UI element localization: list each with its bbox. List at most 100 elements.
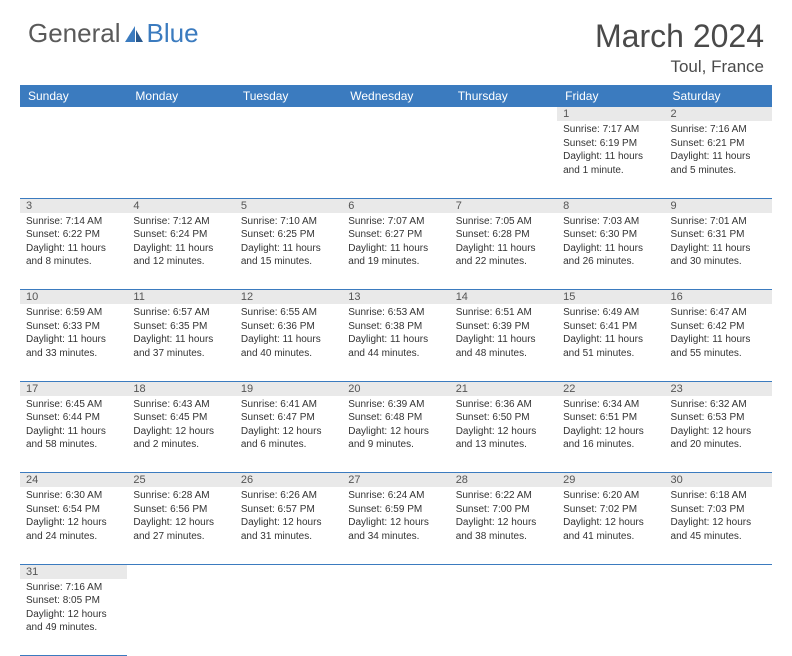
logo: General Blue: [28, 18, 199, 49]
daylight-text: Daylight: 12 hours and 34 minutes.: [348, 516, 443, 543]
day-number: 15: [557, 290, 664, 305]
daylight-text: Daylight: 11 hours and 19 minutes.: [348, 242, 443, 269]
day-cell: [342, 579, 449, 656]
day-cell: Sunrise: 6:57 AMSunset: 6:35 PMDaylight:…: [127, 304, 234, 381]
day-cell: Sunrise: 7:16 AMSunset: 6:21 PMDaylight:…: [665, 121, 772, 198]
day-number: 1: [557, 107, 664, 121]
weekday-header: Saturday: [665, 85, 772, 107]
daylight-text: Daylight: 11 hours and 1 minute.: [563, 150, 658, 177]
day-number: 17: [20, 381, 127, 396]
day-cell: [20, 121, 127, 198]
day-number: 28: [450, 473, 557, 488]
day-cell: Sunrise: 7:01 AMSunset: 6:31 PMDaylight:…: [665, 213, 772, 290]
day-cell: Sunrise: 6:32 AMSunset: 6:53 PMDaylight:…: [665, 396, 772, 473]
day-cell: [665, 579, 772, 656]
day-number: [20, 107, 127, 121]
day-number: 23: [665, 381, 772, 396]
sunrise-text: Sunrise: 6:30 AM: [26, 489, 121, 503]
day-cell: [557, 579, 664, 656]
sunrise-text: Sunrise: 6:55 AM: [241, 306, 336, 320]
day-cell: Sunrise: 6:49 AMSunset: 6:41 PMDaylight:…: [557, 304, 664, 381]
day-body-row: Sunrise: 7:16 AMSunset: 8:05 PMDaylight:…: [20, 579, 772, 656]
day-number: 7: [450, 198, 557, 213]
sunset-text: Sunset: 6:44 PM: [26, 411, 121, 425]
sunrise-text: Sunrise: 6:41 AM: [241, 398, 336, 412]
sunrise-text: Sunrise: 6:20 AM: [563, 489, 658, 503]
daylight-text: Daylight: 12 hours and 24 minutes.: [26, 516, 121, 543]
daylight-text: Daylight: 11 hours and 22 minutes.: [456, 242, 551, 269]
sunrise-text: Sunrise: 6:36 AM: [456, 398, 551, 412]
day-body-row: Sunrise: 6:45 AMSunset: 6:44 PM Daylight:…: [20, 396, 772, 473]
sunset-text: Sunset: 6:36 PM: [241, 320, 336, 334]
sunrise-text: Sunrise: 6:51 AM: [456, 306, 551, 320]
day-cell: Sunrise: 6:59 AMSunset: 6:33 PMDaylight:…: [20, 304, 127, 381]
sunset-text: Sunset: 7:03 PM: [671, 503, 766, 517]
day-cell: [235, 121, 342, 198]
daylight-text: Daylight: 12 hours and 20 minutes.: [671, 425, 766, 452]
day-number-row: 3456789: [20, 198, 772, 213]
weekday-header-row: SundayMondayTuesdayWednesdayThursdayFrid…: [20, 85, 772, 107]
logo-sail-icon: [121, 18, 147, 49]
day-number: 4: [127, 198, 234, 213]
day-number: 5: [235, 198, 342, 213]
sunrise-text: Sunrise: 7:03 AM: [563, 215, 658, 229]
sunset-text: Sunset: 6:50 PM: [456, 411, 551, 425]
day-number: [127, 107, 234, 121]
sunrise-text: Sunrise: 6:45 AM: [26, 398, 121, 412]
sunset-text: Sunset: 8:05 PM: [26, 594, 121, 608]
location: Toul, France: [595, 57, 764, 77]
day-cell: Sunrise: 6:36 AMSunset: 6:50 PMDaylight:…: [450, 396, 557, 473]
day-cell: Sunrise: 7:17 AMSunset: 6:19 PMDaylight:…: [557, 121, 664, 198]
day-cell: [127, 579, 234, 656]
title-block: March 2024 Toul, France: [595, 18, 764, 77]
day-cell: Sunrise: 6:43 AMSunset: 6:45 PMDaylight:…: [127, 396, 234, 473]
day-number: 27: [342, 473, 449, 488]
sunset-text: Sunset: 6:41 PM: [563, 320, 658, 334]
day-number: [342, 564, 449, 579]
sunset-text: Sunset: 6:59 PM: [348, 503, 443, 517]
daylight-text: Daylight: 12 hours and 6 minutes.: [241, 425, 336, 452]
day-number: 3: [20, 198, 127, 213]
sunset-text: Sunset: 6:54 PM: [26, 503, 121, 517]
sunset-text: Sunset: 6:53 PM: [671, 411, 766, 425]
day-cell: [450, 579, 557, 656]
day-number: [450, 107, 557, 121]
day-number: 8: [557, 198, 664, 213]
calendar-body: 12Sunrise: 7:17 AMSunset: 6:19 PMDayligh…: [20, 107, 772, 656]
day-number: 6: [342, 198, 449, 213]
sunset-text: Sunset: 6:47 PM: [241, 411, 336, 425]
day-number: 21: [450, 381, 557, 396]
sunset-text: Sunset: 6:35 PM: [133, 320, 228, 334]
day-cell: Sunrise: 6:51 AMSunset: 6:39 PMDaylight:…: [450, 304, 557, 381]
day-cell: Sunrise: 6:45 AMSunset: 6:44 PMDaylight:…: [20, 396, 127, 473]
sunrise-text: Sunrise: 6:49 AM: [563, 306, 658, 320]
sunrise-text: Sunrise: 7:05 AM: [456, 215, 551, 229]
sunset-text: Sunset: 6:56 PM: [133, 503, 228, 517]
sunrise-text: Sunrise: 6:53 AM: [348, 306, 443, 320]
sunrise-text: Sunrise: 7:01 AM: [671, 215, 766, 229]
day-cell: Sunrise: 6:39 AMSunset: 6:48 PMDaylight:…: [342, 396, 449, 473]
sunrise-text: Sunrise: 6:43 AM: [133, 398, 228, 412]
sunrise-text: Sunrise: 6:34 AM: [563, 398, 658, 412]
day-number: 20: [342, 381, 449, 396]
day-body-row: Sunrise: 7:17 AMSunset: 6:19 PMDaylight:…: [20, 121, 772, 198]
day-cell: Sunrise: 6:34 AMSunset: 6:51 PMDaylight:…: [557, 396, 664, 473]
day-number: 13: [342, 290, 449, 305]
daylight-text: Daylight: 11 hours and 48 minutes.: [456, 333, 551, 360]
day-cell: Sunrise: 7:16 AMSunset: 8:05 PMDaylight:…: [20, 579, 127, 656]
daylight-text: Daylight: 11 hours and 40 minutes.: [241, 333, 336, 360]
daylight-text: Daylight: 11 hours and 8 minutes.: [26, 242, 121, 269]
sunset-text: Sunset: 6:57 PM: [241, 503, 336, 517]
weekday-header: Sunday: [20, 85, 127, 107]
logo-text-1: General: [28, 18, 121, 49]
sunset-text: Sunset: 6:25 PM: [241, 228, 336, 242]
daylight-text: Daylight: 12 hours and 9 minutes.: [348, 425, 443, 452]
day-cell: Sunrise: 6:22 AMSunset: 7:00 PMDaylight:…: [450, 487, 557, 564]
sunset-text: Sunset: 6:39 PM: [456, 320, 551, 334]
sunrise-text: Sunrise: 7:16 AM: [26, 581, 121, 595]
sunrise-text: Sunrise: 6:47 AM: [671, 306, 766, 320]
daylight-text: Daylight: 11 hours and 15 minutes.: [241, 242, 336, 269]
sunset-text: Sunset: 6:30 PM: [563, 228, 658, 242]
daylight-text: Daylight: 12 hours and 2 minutes.: [133, 425, 228, 452]
sunrise-text: Sunrise: 7:14 AM: [26, 215, 121, 229]
